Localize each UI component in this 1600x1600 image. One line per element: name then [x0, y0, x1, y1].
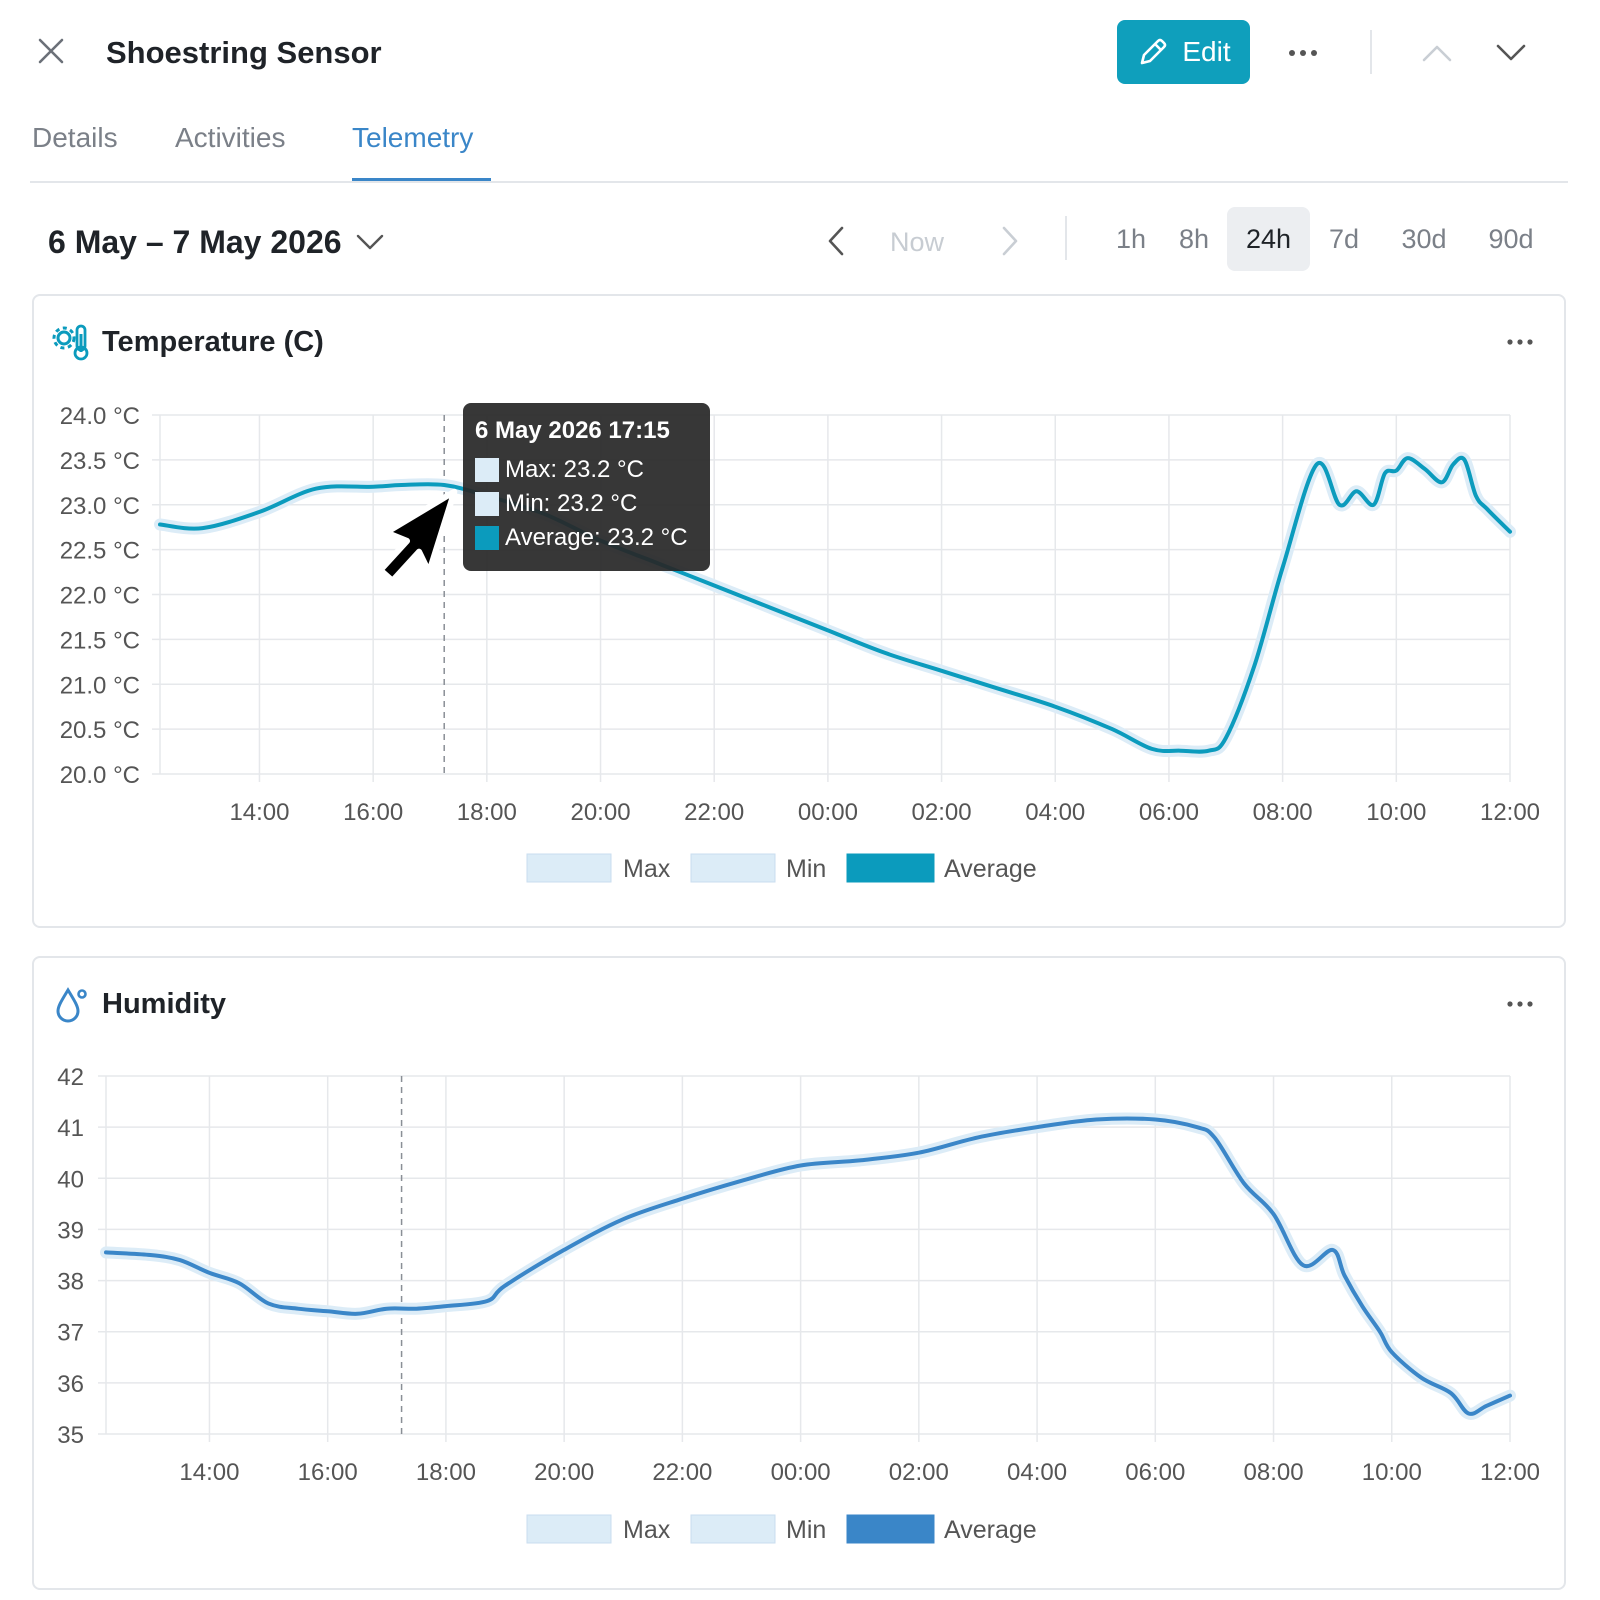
more-options-button[interactable]	[1280, 30, 1326, 76]
date-range-label: 6 May – 7 May 2026	[48, 224, 342, 260]
range-option-24h[interactable]: 24h	[1227, 207, 1310, 271]
tooltip-title: 6 May 2026 17:15	[475, 417, 670, 444]
next-record-button[interactable]	[1488, 30, 1534, 76]
chevron-left-icon	[828, 226, 844, 256]
range-option-7d[interactable]: 7d	[1328, 224, 1360, 254]
chevron-up-icon	[1422, 45, 1452, 62]
tooltip-row-min: Min: 23.2 °C	[475, 487, 698, 521]
tooltip-row-average: Average: 23.2 °C	[475, 521, 698, 555]
range-option-1h[interactable]: 1h	[1115, 224, 1147, 254]
temperature-more-button[interactable]	[1498, 320, 1542, 364]
tab-activities[interactable]: Activities	[175, 122, 286, 153]
mouse-cursor-icon	[378, 488, 458, 584]
droplet-icon	[50, 982, 94, 1026]
thermometer-gear-icon	[50, 320, 94, 364]
tooltip-min: Min: 23.2 °C	[505, 490, 638, 517]
active-tab-indicator	[352, 178, 491, 182]
range-now-button[interactable]: Now	[890, 227, 945, 257]
page-title: Shoestring Sensor	[106, 35, 382, 70]
range-option-8h[interactable]: 8h	[1178, 224, 1210, 254]
ellipsis-icon	[1289, 50, 1317, 56]
close-button[interactable]	[28, 28, 74, 74]
tooltip-row-max: Max: 23.2 °C	[475, 453, 698, 487]
chevron-down-icon	[1496, 44, 1526, 61]
date-range-picker[interactable]: 6 May – 7 May 2026	[48, 220, 384, 264]
tab-details[interactable]: Details	[32, 122, 118, 153]
ellipsis-icon	[1507, 1001, 1533, 1007]
range-option-90d[interactable]: 90d	[1488, 224, 1534, 254]
chevron-right-icon	[1002, 226, 1018, 256]
edit-label: Edit	[1182, 36, 1231, 67]
range-next-button[interactable]	[990, 218, 1030, 264]
ellipsis-icon	[1507, 339, 1533, 345]
temperature-card: Temperature (C)	[32, 294, 1566, 928]
tooltip-average: Average: 23.2 °C	[505, 524, 688, 551]
chevron-down-icon	[356, 234, 383, 250]
chart-tooltip: 6 May 2026 17:15 Max: 23.2 °C Min: 23.2 …	[463, 403, 710, 571]
edit-button[interactable]: Edit	[1117, 20, 1250, 84]
close-icon	[38, 38, 64, 64]
humidity-more-button[interactable]	[1498, 982, 1542, 1026]
humidity-title: Humidity	[102, 988, 227, 1020]
previous-record-button[interactable]	[1414, 30, 1460, 76]
range-previous-button[interactable]	[816, 218, 856, 264]
pencil-icon	[1141, 38, 1167, 65]
temperature-title: Temperature (C)	[102, 326, 324, 358]
tooltip-max: Max: 23.2 °C	[505, 456, 644, 483]
humidity-card: Humidity	[32, 956, 1566, 1590]
tab-divider	[30, 181, 1568, 183]
range-divider	[1065, 216, 1067, 260]
range-option-30d[interactable]: 30d	[1401, 224, 1447, 254]
tab-telemetry[interactable]: Telemetry	[352, 122, 474, 153]
header-divider	[1370, 30, 1372, 74]
